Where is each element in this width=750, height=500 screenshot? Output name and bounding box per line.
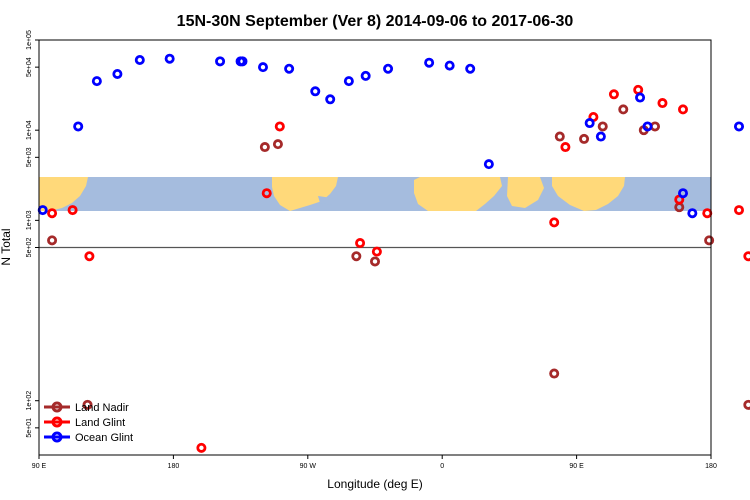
point-land-nadir — [554, 131, 565, 142]
x-axis-title: Longitude (deg E) — [327, 477, 422, 491]
point-land-nadir — [579, 133, 590, 144]
point-ocean-glint — [215, 56, 226, 67]
point-land-glint — [743, 251, 750, 262]
land-arabia — [507, 177, 544, 208]
y-tick-label: 1e+03 — [26, 210, 33, 230]
data-points — [37, 53, 750, 453]
point-land-glint — [196, 442, 207, 453]
point-ocean-glint — [595, 131, 606, 142]
y-tick-label: 5e+02 — [26, 238, 33, 258]
point-ocean-glint — [584, 118, 595, 129]
point-ocean-glint — [383, 63, 394, 74]
point-ocean-glint — [325, 94, 336, 105]
legend-marker-land-glint — [51, 416, 63, 428]
y-tick-label: 1e+04 — [26, 120, 33, 140]
land-asia-west — [39, 177, 88, 211]
point-ocean-glint — [112, 68, 123, 79]
y-tick-label: 5e+01 — [26, 418, 33, 438]
legend-marker-ocean-glint — [51, 431, 63, 443]
y-tick-label: 5e+03 — [26, 147, 33, 167]
x-tick-label: 90 E — [32, 463, 47, 470]
legend: Land Nadir Land Glint Ocean Glint — [44, 401, 133, 444]
point-ocean-glint — [678, 188, 689, 199]
point-land-glint — [633, 84, 644, 95]
point-land-nadir — [82, 399, 93, 410]
point-land-glint — [84, 251, 95, 262]
point-land-nadir — [47, 235, 58, 246]
point-ocean-glint — [483, 159, 494, 170]
x-tick-label: 0 — [440, 463, 444, 470]
world-map-band — [39, 177, 711, 211]
y-axis: 5e+01 1e+02 5e+02 1e+03 5e+03 1e+04 5e+04 1e+05 — [26, 30, 39, 438]
point-ocean-glint — [237, 56, 248, 67]
point-ocean-glint — [91, 76, 102, 87]
point-ocean-glint — [734, 121, 745, 132]
point-ocean-glint — [465, 63, 476, 74]
point-land-nadir — [369, 256, 380, 267]
gulf-water — [318, 196, 333, 205]
point-ocean-glint — [257, 62, 268, 73]
point-ocean-glint — [164, 53, 175, 64]
x-tick-label: 90 W — [300, 463, 317, 470]
point-ocean-glint — [284, 63, 295, 74]
land-africa — [414, 177, 502, 211]
legend-entry-land-nadir: Land Nadir — [44, 401, 129, 414]
point-land-glint — [274, 121, 285, 132]
point-land-glint — [702, 208, 713, 219]
legend-label-ocean-glint: Ocean Glint — [75, 432, 133, 444]
point-ocean-glint — [73, 121, 84, 132]
point-land-nadir — [549, 368, 560, 379]
axes: 90 E 180 90 W 0 90 E 180 5e+01 1e+02 5e+02 1e+03… — [26, 30, 717, 470]
x-axis: 90 E 180 90 W 0 90 E 180 — [32, 455, 717, 470]
point-land-nadir — [743, 399, 750, 410]
point-ocean-glint — [134, 55, 145, 66]
legend-entry-ocean-glint: Ocean Glint — [44, 431, 133, 444]
point-land-nadir — [259, 142, 270, 153]
point-land-glint — [355, 238, 366, 249]
point-ocean-glint — [635, 92, 646, 103]
point-land-glint — [549, 217, 560, 228]
chart-title: 15N-30N September (Ver 8) 2014-09-06 to … — [177, 13, 574, 30]
y-tick-label: 1e+05 — [26, 30, 33, 50]
point-land-glint — [734, 205, 745, 216]
point-land-nadir — [704, 235, 715, 246]
legend-label-land-glint: Land Glint — [75, 417, 125, 429]
point-land-nadir — [351, 251, 362, 262]
point-land-glint — [657, 98, 668, 109]
land-americas — [272, 177, 338, 211]
y-axis-title: N Total — [0, 228, 13, 265]
point-ocean-glint — [343, 76, 354, 87]
point-land-glint — [371, 246, 382, 257]
point-ocean-glint — [360, 70, 371, 81]
y-tick-label: 5e+04 — [26, 57, 33, 77]
point-ocean-glint — [687, 208, 698, 219]
x-tick-label: 90 E — [569, 463, 584, 470]
legend-label-land-nadir: Land Nadir — [75, 402, 129, 414]
x-tick-label: 180 — [168, 463, 180, 470]
point-land-glint — [560, 142, 571, 153]
point-land-nadir — [272, 139, 283, 150]
point-ocean-glint — [642, 121, 653, 132]
point-ocean-glint — [444, 60, 455, 71]
land-asia-east — [552, 177, 625, 211]
point-land-glint — [47, 208, 58, 219]
point-land-glint — [608, 89, 619, 100]
legend-marker-land-nadir — [51, 401, 63, 413]
legend-entry-land-glint: Land Glint — [44, 416, 125, 429]
point-ocean-glint — [310, 86, 321, 97]
point-land-nadir — [597, 121, 608, 132]
point-land-glint — [678, 104, 689, 115]
x-tick-label: 180 — [705, 463, 717, 470]
point-land-glint — [261, 188, 272, 199]
point-ocean-glint — [424, 57, 435, 68]
point-land-glint — [67, 205, 78, 216]
y-tick-label: 1e+02 — [26, 391, 33, 411]
point-land-nadir — [618, 104, 629, 115]
